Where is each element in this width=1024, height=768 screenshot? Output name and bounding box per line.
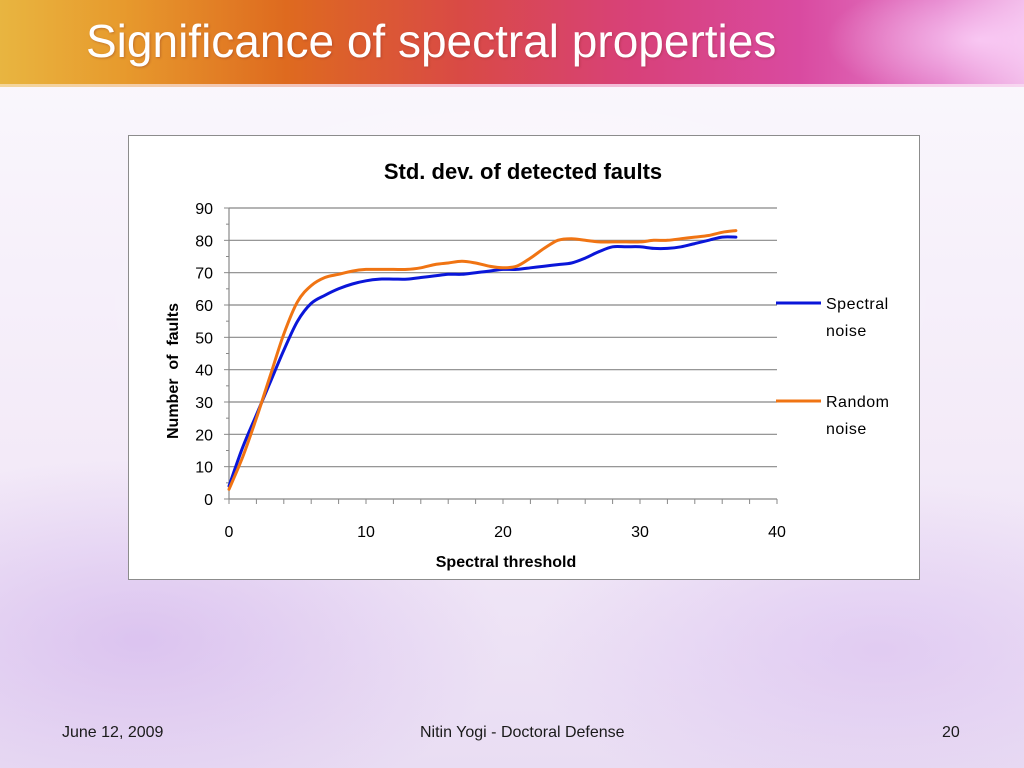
axes: 0 10 20 30 40 50 60 70 80 90 0 10 20 30 40: [195, 201, 786, 541]
legend-label-spectral-noise: Spectral: [826, 296, 889, 313]
y-tick-label: 60: [195, 298, 213, 315]
legend-label-spectral-noise: noise: [826, 323, 867, 340]
y-tick-label: 10: [195, 460, 213, 477]
y-tick-label: 80: [195, 233, 213, 250]
x-tick-label: 40: [768, 524, 786, 541]
chart-title: Std. dev. of detected faults: [384, 159, 662, 184]
y-tick-label: 50: [195, 330, 213, 347]
series-line-spectral-noise: [227, 235, 738, 488]
title-banner: [0, 0, 1024, 84]
y-tick-label: 30: [195, 395, 213, 412]
slide-number: 20: [942, 724, 960, 741]
y-axis-label: Number of faults: [165, 303, 182, 439]
y-tick-label: 70: [195, 266, 213, 283]
y-tick-label: 90: [195, 201, 213, 218]
footer-date: June 12, 2009: [62, 724, 164, 741]
y-tick-label: 40: [195, 363, 213, 380]
series-line-random-noise: [227, 229, 738, 491]
x-tick-label: 30: [631, 524, 649, 541]
line-chart: Std. dev. of detected faults 0 10 20 30 40 50…: [165, 159, 889, 571]
chart-container: Std. dev. of detected faults 0 10 20 30 40 50…: [128, 135, 920, 580]
slide-title: Significance of spectral properties: [86, 15, 777, 67]
y-tick-label: 0: [204, 492, 213, 509]
x-tick-label: 20: [494, 524, 512, 541]
legend-label-random-noise: noise: [826, 421, 867, 438]
series-lines: [227, 229, 738, 491]
footer-presenter: Nitin Yogi - Doctoral Defense: [420, 724, 625, 741]
y-tick-label: 20: [195, 427, 213, 444]
x-tick-label: 0: [225, 524, 234, 541]
x-tick-label: 10: [357, 524, 375, 541]
legend-label-random-noise: Random: [826, 394, 889, 411]
title-banner-stripe: [0, 84, 1024, 87]
x-axis-label: Spectral threshold: [436, 554, 576, 571]
legend: Spectral noise Random noise: [776, 296, 889, 438]
gridlines: [229, 207, 777, 468]
